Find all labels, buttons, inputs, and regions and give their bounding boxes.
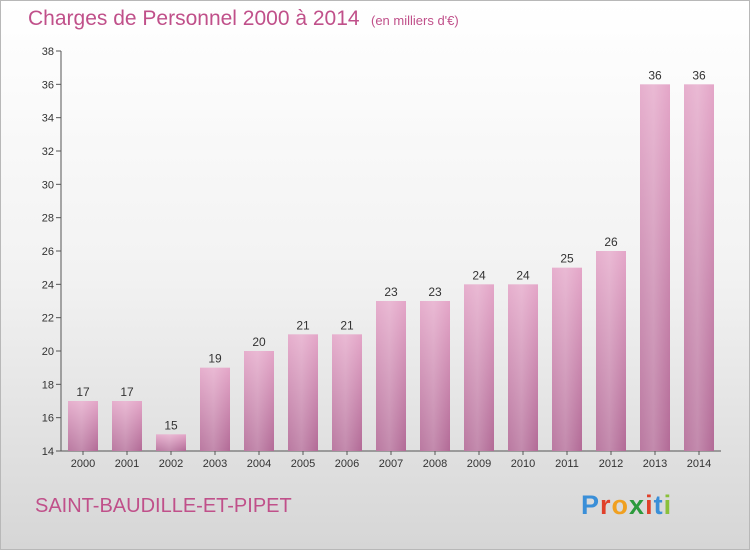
x-tick-label: 2010 [511, 458, 535, 470]
x-tick-label: 2012 [599, 458, 623, 470]
x-tick-label: 2001 [115, 458, 139, 470]
bar-shine-2006 [332, 334, 362, 451]
chart-title: Charges de Personnel 2000 à 2014 [28, 7, 360, 30]
value-labels: 17 17 15 19 20 21 21 23 23 24 24 25 26 36 36 [76, 68, 706, 432]
value-label-2010: 24 [516, 268, 530, 282]
logo-letter: i [663, 490, 673, 520]
y-tick-label: 28 [42, 213, 54, 225]
x-tick-label: 2004 [247, 458, 271, 470]
logo-letter: o [611, 490, 630, 520]
x-tick-label: 2013 [643, 458, 667, 470]
logo-letter: t [653, 490, 664, 520]
y-tick-label: 30 [42, 179, 54, 191]
bar-shine-2001 [112, 401, 142, 451]
x-tick-label: 2007 [379, 458, 403, 470]
bar-shine-2000 [68, 401, 98, 451]
y-tick-label: 14 [42, 446, 54, 458]
bar-shine-2003 [200, 367, 230, 451]
proxiti-logo: Proxiti [581, 490, 672, 521]
logo-letter: r [600, 490, 612, 520]
value-label-2011: 25 [560, 252, 574, 266]
x-tick-label: 2005 [291, 458, 315, 470]
value-label-2002: 15 [164, 418, 178, 432]
x-tick-label: 2011 [555, 458, 579, 470]
bar-shine-2011 [552, 267, 582, 451]
y-tick-label: 18 [42, 379, 54, 391]
y-tick-label: 34 [42, 113, 54, 125]
bar-shine-2014 [684, 84, 714, 451]
value-label-2003: 19 [208, 352, 222, 366]
y-tick-label: 20 [42, 346, 54, 358]
x-tick-label: 2014 [687, 458, 711, 470]
y-tick-label: 22 [42, 313, 54, 325]
value-label-2000: 17 [76, 385, 90, 399]
value-label-2014: 36 [692, 68, 706, 82]
chart-subtitle: (en milliers d'€) [371, 13, 459, 28]
bar-shine-2005 [288, 334, 318, 451]
bar-shine-2002 [156, 434, 186, 451]
y-tick-label: 32 [42, 146, 54, 158]
value-label-2013: 36 [648, 68, 662, 82]
x-tick-label: 2008 [423, 458, 447, 470]
x-tick-label: 2006 [335, 458, 359, 470]
value-label-2012: 26 [604, 235, 618, 249]
value-label-2008: 23 [428, 285, 442, 299]
value-label-2006: 21 [340, 318, 354, 332]
bar-shine-2009 [464, 284, 494, 451]
x-tick-label: 2000 [71, 458, 95, 470]
y-tick-label: 38 [42, 46, 54, 58]
bar-shine-2008 [420, 301, 450, 451]
y-tick-label: 36 [42, 79, 54, 91]
commune-name: SAINT-BAUDILLE-ET-PIPET [35, 495, 292, 517]
logo-letter: i [645, 490, 654, 520]
x-tick-label: 2009 [467, 458, 491, 470]
value-label-2004: 20 [252, 335, 266, 349]
logo-letter: x [629, 490, 646, 520]
bar-shine-2007 [376, 301, 406, 451]
bar-shine-2010 [508, 284, 538, 451]
y-tick-label: 24 [42, 279, 54, 291]
value-label-2007: 23 [384, 285, 398, 299]
bar-shine-2013 [640, 84, 670, 451]
x-tick-label: 2003 [203, 458, 227, 470]
bar-shine-2012 [596, 251, 626, 451]
value-label-2001: 17 [120, 385, 134, 399]
bar-shine-2004 [244, 351, 274, 451]
y-tick-label: 16 [42, 413, 54, 425]
value-label-2009: 24 [472, 268, 486, 282]
x-tick-label: 2002 [159, 458, 183, 470]
value-label-2005: 21 [296, 318, 310, 332]
logo-letter: P [581, 490, 601, 520]
y-tick-label: 26 [42, 246, 54, 258]
bars [68, 84, 714, 451]
